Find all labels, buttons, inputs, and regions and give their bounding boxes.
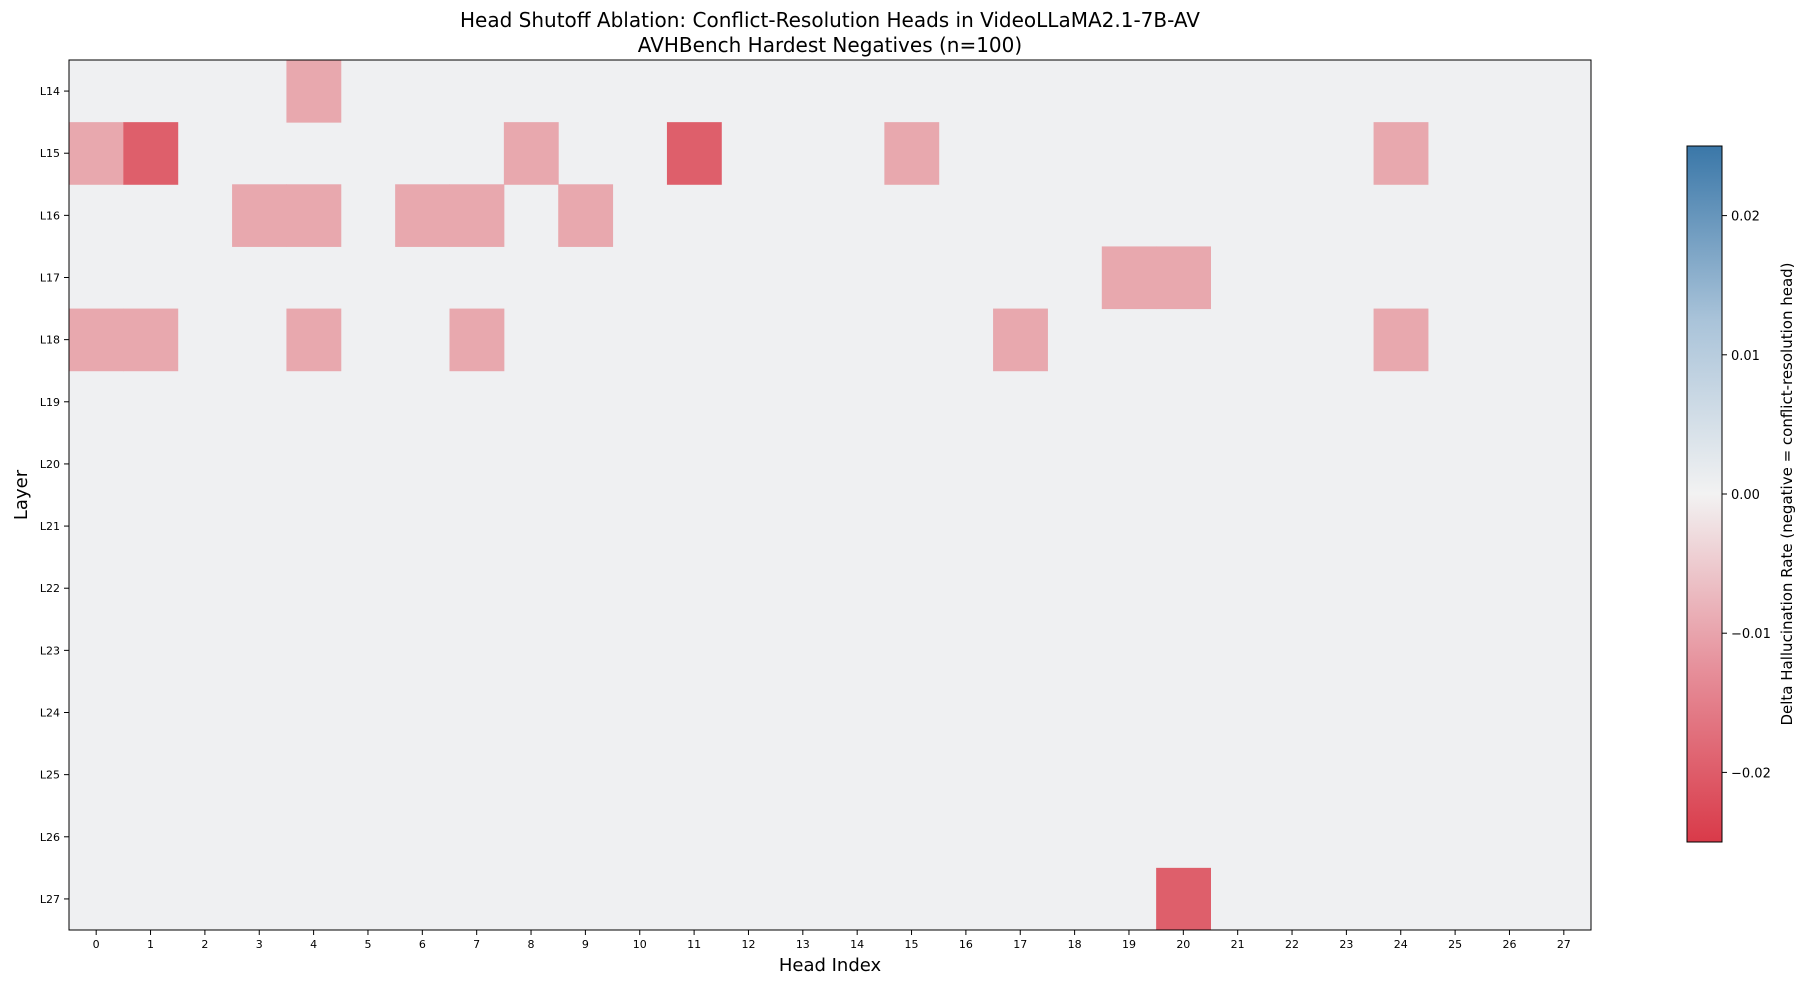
x-tick-label: 19 xyxy=(1122,938,1136,951)
x-tick-label: 3 xyxy=(256,938,263,951)
heatmap-cell-L16-head-9 xyxy=(558,184,614,247)
heatmap-cell-L18-head-24 xyxy=(1373,308,1429,372)
heatmap-cell-L16-head-6 xyxy=(395,184,450,247)
x-tick-label: 22 xyxy=(1285,938,1299,951)
x-tick-label: 26 xyxy=(1502,938,1516,951)
heatmap-cell-L18-head-1 xyxy=(123,308,179,372)
x-tick-label: 4 xyxy=(310,938,317,951)
plot-area xyxy=(68,59,1592,931)
x-tick-label: 8 xyxy=(528,938,535,951)
colorbar: −0.02 −0.01 0.00 0.01 0.02 Delta Hallucinati… xyxy=(1686,145,1796,843)
x-tick-label: 1 xyxy=(147,938,154,951)
colorbar-tick-label: 0.00 xyxy=(1731,488,1760,503)
x-tick-label: 24 xyxy=(1394,938,1408,951)
heatmap-cell-L16-head-7 xyxy=(449,184,505,247)
heatmap-cells xyxy=(69,60,1429,931)
y-axis-ticks: L14 L15 L16 L17 L18 L19 L20 L21 L22 L23 L24 L25 L26 L… xyxy=(40,85,69,906)
x-tick-label: 12 xyxy=(741,938,755,951)
heatmap-cell-L18-head-7 xyxy=(449,308,505,372)
x-tick-label: 16 xyxy=(959,938,973,951)
x-tick-label: 18 xyxy=(1068,938,1082,951)
x-tick-label: 21 xyxy=(1231,938,1245,951)
chart-subtitle: AVHBench Hardest Negatives (n=100) xyxy=(638,33,1022,57)
heatmap-cell-L15-head-1 xyxy=(123,122,179,185)
heatmap-cell-L18-head-0 xyxy=(69,308,124,372)
y-tick-label: L15 xyxy=(40,147,60,160)
y-tick-label: L18 xyxy=(40,334,60,347)
heatmap-cell-L18-head-4 xyxy=(286,308,342,372)
y-tick-label: L19 xyxy=(40,396,60,409)
x-tick-label: 15 xyxy=(905,938,919,951)
heatmap-cell-L14-head-4 xyxy=(286,60,342,123)
x-axis-label: Head Index xyxy=(779,955,882,976)
x-tick-label: 10 xyxy=(633,938,647,951)
x-tick-label: 9 xyxy=(582,938,589,951)
heatmap-cell-L16-head-4 xyxy=(286,184,342,247)
x-tick-label: 20 xyxy=(1176,938,1190,951)
colorbar-gradient xyxy=(1686,145,1723,843)
heatmap-cell-L15-head-11 xyxy=(666,122,722,185)
heatmap-cell-L15-head-15 xyxy=(884,122,940,185)
y-tick-label: L25 xyxy=(40,769,60,782)
y-tick-label: L26 xyxy=(40,831,60,844)
heatmap-cell-L17-head-19 xyxy=(1101,246,1157,310)
x-tick-label: 23 xyxy=(1339,938,1353,951)
x-tick-label: 27 xyxy=(1557,938,1571,951)
heatmap-cell-L18-head-17 xyxy=(993,308,1048,372)
heatmap-cell-L15-head-24 xyxy=(1373,122,1429,185)
colorbar-label: Delta Hallucination Rate (negative = con… xyxy=(1778,262,1796,725)
colorbar-tick-label: −0.02 xyxy=(1731,766,1771,781)
x-tick-label: 6 xyxy=(419,938,426,951)
x-tick-label: 13 xyxy=(796,938,810,951)
colorbar-ticks: −0.02 −0.01 0.00 0.01 0.02 xyxy=(1722,210,1771,781)
y-tick-label: L27 xyxy=(40,893,60,906)
colorbar-tick-label: 0.02 xyxy=(1731,210,1760,225)
y-tick-label: L17 xyxy=(40,272,60,285)
y-tick-label: L23 xyxy=(40,644,60,657)
chart-title: Head Shutoff Ablation: Conflict-Resoluti… xyxy=(460,8,1200,32)
x-tick-label: 0 xyxy=(93,938,100,951)
heatmap-cell-L17-head-20 xyxy=(1156,246,1211,310)
x-tick-label: 17 xyxy=(1013,938,1027,951)
y-tick-label: L14 xyxy=(40,85,60,98)
colorbar-tick-label: −0.01 xyxy=(1731,627,1771,642)
x-tick-label: 25 xyxy=(1448,938,1462,951)
x-tick-label: 11 xyxy=(687,938,701,951)
x-tick-label: 14 xyxy=(850,938,864,951)
y-tick-label: L21 xyxy=(40,520,60,533)
heatmap-cell-L15-head-0 xyxy=(69,122,124,185)
heatmap-cell-L15-head-8 xyxy=(503,122,559,185)
heatmap-cell-L16-head-3 xyxy=(232,184,287,247)
y-axis-label: Layer xyxy=(11,469,32,520)
x-tick-label: 2 xyxy=(201,938,208,951)
y-tick-label: L20 xyxy=(40,458,60,471)
x-tick-label: 5 xyxy=(364,938,371,951)
y-tick-label: L24 xyxy=(40,707,60,720)
x-axis-ticks: 0 1 2 3 4 5 6 7 8 9 10 11 12 13 14 15 16 17 18 19 20 21 22 23 24… xyxy=(93,930,1571,951)
heatmap-cell-L27-head-20 xyxy=(1156,867,1211,931)
y-tick-label: L16 xyxy=(40,209,60,222)
plot-frame xyxy=(68,59,1592,931)
x-tick-label: 7 xyxy=(473,938,480,951)
colorbar-tick-label: 0.01 xyxy=(1731,349,1760,364)
y-tick-label: L22 xyxy=(40,582,60,595)
